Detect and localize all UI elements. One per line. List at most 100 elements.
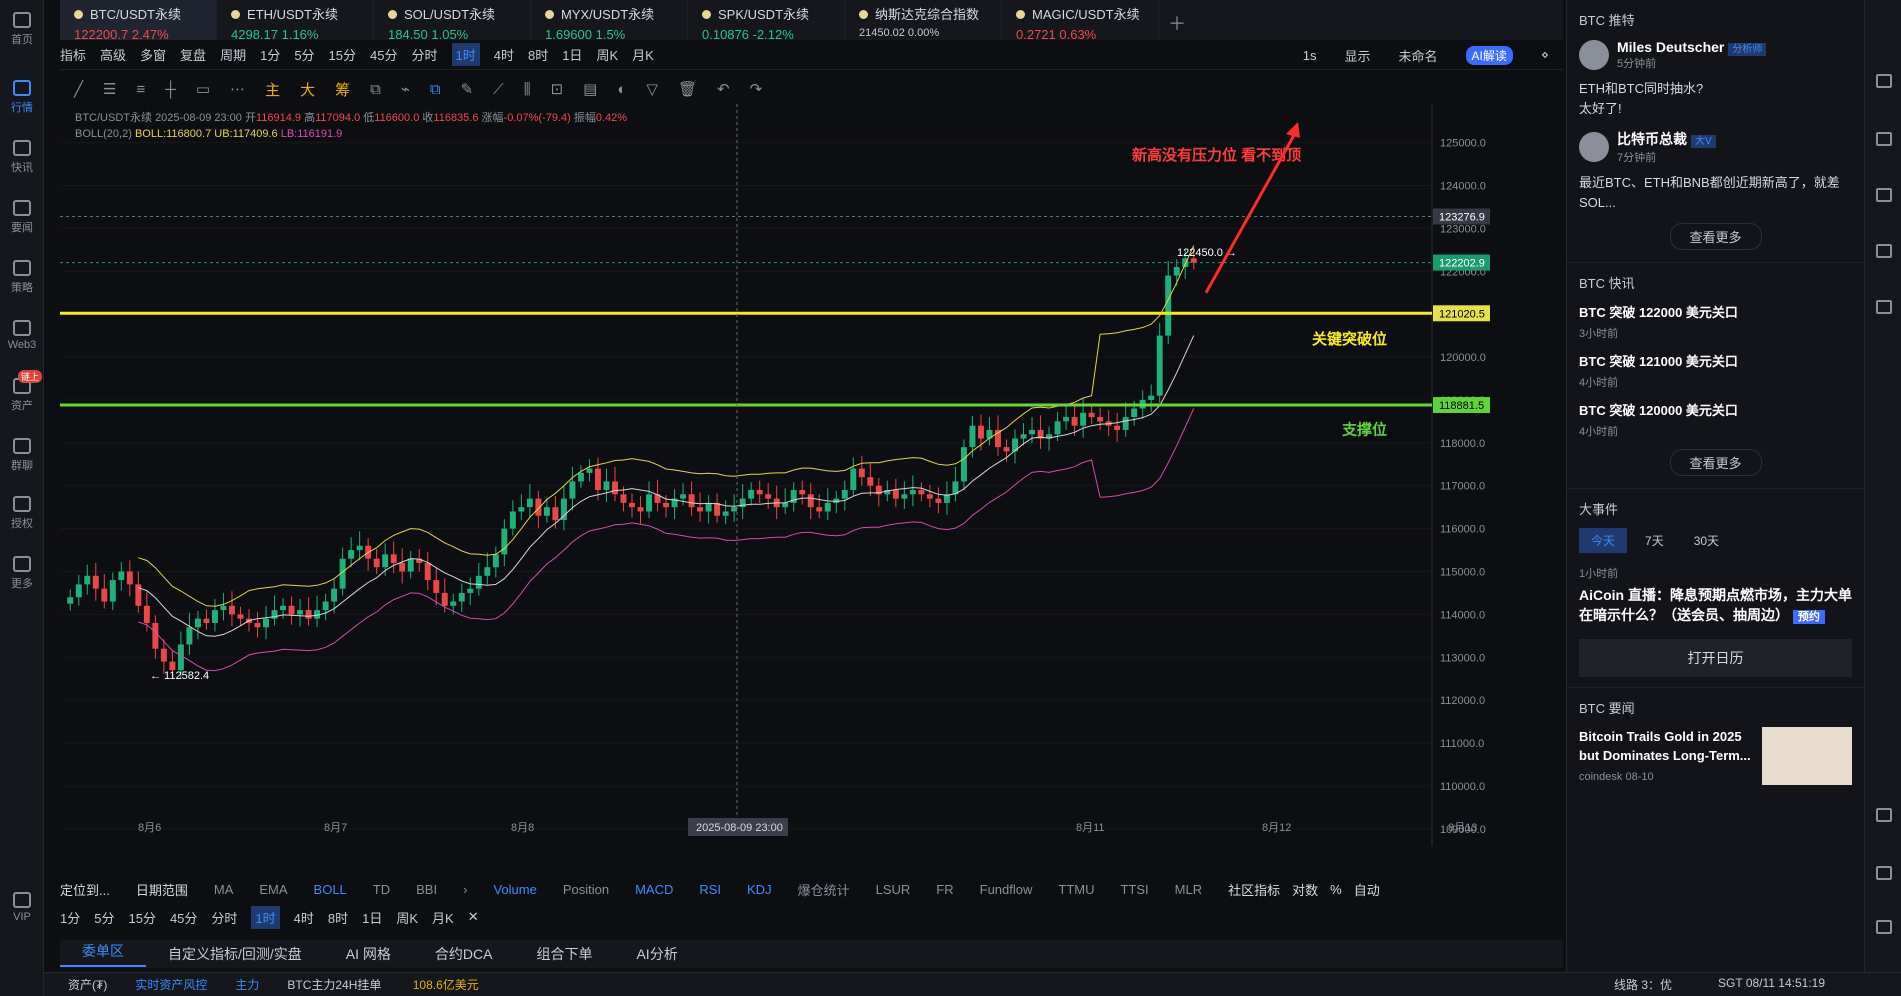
symbol-tab[interactable]: MYX/USDT永续 1.69600 1.5% <box>531 0 688 42</box>
news-item[interactable]: Bitcoin Trails Gold in 2025 but Dominate… <box>1579 727 1852 785</box>
parallel-tool-icon[interactable]: ☰ <box>103 81 117 98</box>
period-item[interactable]: 周K <box>396 910 419 926</box>
toolbar-item[interactable]: 复盘 <box>180 48 207 63</box>
headset-icon[interactable] <box>1876 866 1892 880</box>
indicator-right-item[interactable]: MACD <box>635 881 674 897</box>
indicator-right-item[interactable]: KDJ <box>747 881 772 897</box>
toolbar-item[interactable]: 周K <box>596 48 619 63</box>
event-title[interactable]: AiCoin 直播：降息预期点燃市场，主力大单在暗示什么？（送会员、抽周边） 预… <box>1579 585 1852 627</box>
note-icon[interactable]: ▤ <box>583 81 598 98</box>
post-author[interactable]: Miles Deutscher 分析师 5分钟前 <box>1579 39 1852 71</box>
hline-tool-icon[interactable]: ┼ <box>165 80 176 98</box>
symbol-tab[interactable]: SOL/USDT永续 184.50 1.05% <box>374 0 531 42</box>
rect-tool-icon[interactable]: ▭ <box>195 81 211 98</box>
trend-arrow-line[interactable] <box>1204 127 1300 294</box>
indicator-left-item[interactable]: TD <box>372 881 391 897</box>
toolbar-item[interactable]: 高级 <box>100 48 127 63</box>
more-tools-icon[interactable]: ⋯ <box>230 81 246 98</box>
toolbar-item[interactable]: 分时 <box>411 48 438 63</box>
toolbar-item[interactable]: 4时 <box>493 48 514 63</box>
share-icon[interactable]: ⋄ <box>1540 47 1549 62</box>
boll-name[interactable]: BOLL(20,2) <box>75 128 132 140</box>
rail-vip[interactable]: VIP <box>0 892 44 923</box>
event-tab[interactable]: 7天 <box>1645 534 1664 548</box>
rail-news[interactable]: 要闻 <box>0 200 44 235</box>
event-tab[interactable]: 30天 <box>1693 534 1720 548</box>
indicator-left-item[interactable]: 日期范围 <box>135 882 188 898</box>
magnet-icon[interactable]: ⌁ <box>400 81 410 98</box>
symbol-tab[interactable]: ETH/USDT永续 4298.17 1.16% <box>217 0 374 42</box>
toolbar-item[interactable]: 月K <box>632 48 654 63</box>
big-order-button[interactable]: 大 <box>300 81 316 99</box>
symbol-tab[interactable]: SPK/USDT永续 0.10876 -2.12% <box>688 0 845 42</box>
toolbar-right-item[interactable]: 显示 <box>1344 48 1371 64</box>
rail-home[interactable]: 首页 <box>0 12 44 47</box>
undo-icon[interactable]: ↶ <box>717 81 730 98</box>
bottom-tab[interactable]: 合约DCA <box>434 946 493 962</box>
toolbar-right-item[interactable]: AI解读 <box>1465 45 1513 65</box>
table-icon[interactable] <box>1876 300 1892 314</box>
filter-icon[interactable]: ▽ <box>646 81 658 98</box>
open-calendar-button[interactable]: 打开日历 <box>1579 639 1852 677</box>
eye-icon[interactable]: ◐ <box>617 80 627 98</box>
indicator-right-item[interactable]: % <box>1330 881 1342 897</box>
flash-item[interactable]: BTC 突破 122000 美元关口 3小时前 <box>1579 302 1852 341</box>
indicator-right-item[interactable]: 爆仓统计 <box>797 882 850 898</box>
rail-web3[interactable]: Web3 <box>0 320 44 351</box>
period-item[interactable]: 5分 <box>94 910 115 926</box>
toolbar-item[interactable]: 指标 <box>60 48 87 63</box>
rail-flash-news[interactable]: 快讯 <box>0 140 44 175</box>
copy-icon[interactable]: ⧉ <box>370 80 381 98</box>
toolbar-right-item[interactable]: 1s <box>1302 47 1317 63</box>
period-item[interactable]: 1日 <box>362 910 383 926</box>
indicator-right-item[interactable]: Fundflow <box>979 881 1033 897</box>
redo-icon[interactable]: ↷ <box>749 81 763 98</box>
main-force-button[interactable]: 主 <box>265 81 281 99</box>
toolbar-item[interactable]: 45分 <box>370 48 398 63</box>
period-item[interactable]: 月K <box>432 910 454 926</box>
post-text[interactable]: 最近BTC、ETH和BNB都创近期新高了，就差SOL... <box>1579 175 1840 210</box>
rail-chart-bars[interactable]: 行情 <box>0 80 44 115</box>
period-item[interactable]: 1分 <box>60 910 81 926</box>
indicator-left-item[interactable]: BBI <box>416 881 438 897</box>
period-item[interactable]: 8时 <box>327 910 349 926</box>
indicator-right-item[interactable]: FR <box>936 881 954 897</box>
flash-item[interactable]: BTC 突破 121000 美元关口 4小时前 <box>1579 351 1852 390</box>
indicator-left-item[interactable]: MA <box>213 881 234 897</box>
bottom-tab[interactable]: AI分析 <box>636 946 678 962</box>
toolbar-item[interactable]: 8时 <box>527 48 549 63</box>
toolbar-item[interactable]: 多窗 <box>140 48 167 63</box>
rail-key[interactable]: 授权 <box>0 496 44 531</box>
assets-label[interactable]: 资产(₮) <box>68 978 108 992</box>
line-tool-icon[interactable]: ╱ <box>74 81 84 98</box>
bottom-tab[interactable]: 组合下单 <box>536 946 593 962</box>
toolbar-item[interactable]: 15分 <box>328 48 357 63</box>
toolbar-item[interactable]: 周期 <box>220 48 247 63</box>
symbol-tab[interactable]: MAGIC/USDT永续 0.2721 0.63% <box>1002 0 1159 42</box>
dollar-icon[interactable] <box>1876 132 1892 146</box>
toolbar-item[interactable]: 1时 <box>451 43 480 66</box>
rail-grid[interactable]: 更多 <box>0 556 44 591</box>
indicator-right-item[interactable]: RSI <box>699 881 722 897</box>
period-item[interactable]: 分时 <box>211 910 238 926</box>
period-item[interactable]: 15分 <box>128 910 156 926</box>
ruler-icon[interactable]: ⟋ <box>493 80 504 98</box>
bars-icon[interactable]: ⫼ <box>523 80 531 98</box>
toolbar-item[interactable]: 1日 <box>562 48 583 63</box>
period-item[interactable]: 45分 <box>169 910 198 926</box>
price-chart[interactable]: 125000.0124000.0123000.0122000.0121000.0… <box>60 104 1492 846</box>
event-tab[interactable]: 今天 <box>1579 528 1628 553</box>
close-icon[interactable]: ✕ <box>467 909 479 924</box>
indicator-left-item[interactable]: BOLL <box>313 881 347 897</box>
doc-icon[interactable] <box>1876 74 1892 88</box>
symbol-tab[interactable]: BTC/USDT永续 122200.7 2.47% <box>60 0 217 42</box>
toolbar-item[interactable]: 5分 <box>294 48 315 63</box>
indicator-right-item[interactable]: TTSI <box>1120 881 1149 897</box>
indicator-right-item[interactable]: 自动 <box>1353 882 1380 898</box>
symbol-tab[interactable]: 纳斯达克综合指数 21450.02 0.00% <box>845 0 1002 40</box>
flash-item[interactable]: BTC 突破 120000 美元关口 4小时前 <box>1579 400 1852 439</box>
bottom-tab[interactable]: 自定义指标/回测/实盘 <box>168 946 302 962</box>
bottom-tab[interactable]: 委单区 <box>60 941 146 967</box>
risk-control-link[interactable]: 实时资产风控 <box>135 978 208 992</box>
indicator-right-item[interactable]: 社区指标 <box>1228 882 1281 898</box>
